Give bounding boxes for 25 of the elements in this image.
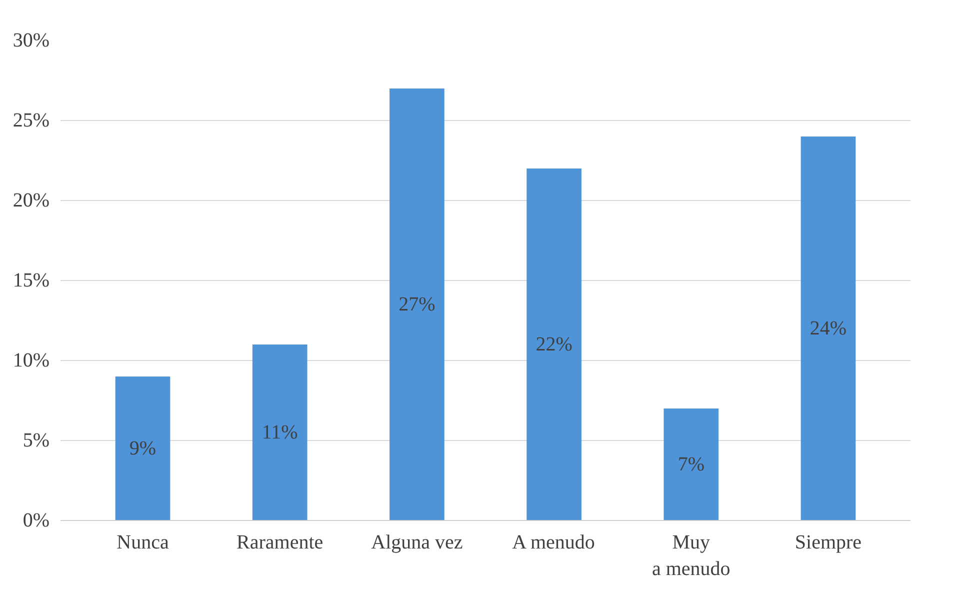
x-tick-label: Siempre — [794, 532, 862, 554]
data-label: 27% — [398, 294, 436, 316]
y-tick-label: 10% — [12, 350, 50, 372]
y-tick-label: 15% — [12, 270, 50, 292]
data-label: 7% — [678, 454, 704, 476]
bar — [800, 136, 856, 520]
bar — [390, 88, 444, 520]
x-tick-label: Raramente — [236, 532, 324, 554]
x-tick-label: Alguna vez — [371, 532, 463, 554]
bar — [526, 168, 582, 520]
y-tick-label: 20% — [12, 190, 50, 212]
data-label: 9% — [129, 438, 156, 460]
y-tick-label: 0% — [22, 510, 50, 532]
x-tick-label: Muy a menudo — [652, 532, 730, 580]
data-label: 22% — [536, 334, 572, 356]
bar — [115, 376, 170, 520]
y-tick-label: 25% — [12, 110, 50, 132]
x-tick-label: A menudo — [512, 532, 595, 554]
bar — [664, 408, 719, 520]
y-tick-label: 5% — [22, 430, 50, 452]
data-label: 11% — [262, 422, 298, 444]
data-label: 24% — [810, 318, 847, 340]
bar — [252, 344, 308, 520]
y-tick-label: 30% — [12, 30, 50, 52]
x-tick-label: Nunca — [116, 532, 169, 554]
